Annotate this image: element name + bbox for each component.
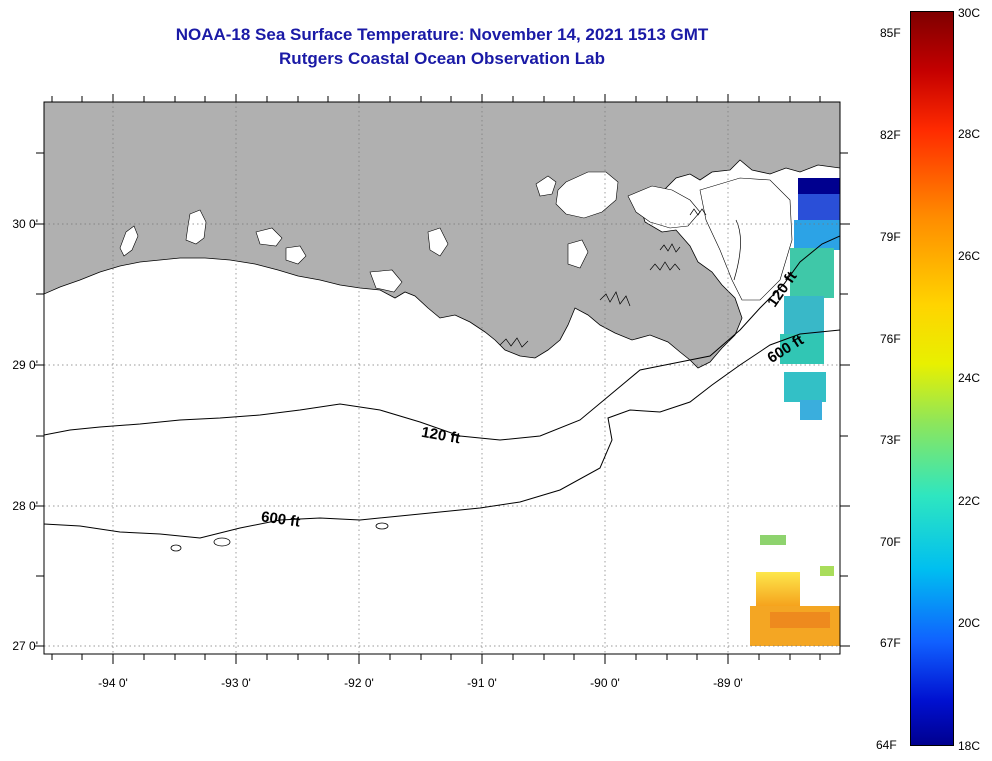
lon-label-89: -89 0' — [713, 676, 743, 690]
sabine-lake — [185, 209, 207, 245]
lake-salvador — [567, 239, 589, 269]
lon-label-91: -91 0' — [467, 676, 497, 690]
colorbar-f-73: 73F — [880, 433, 901, 447]
colorbar-c-28: 28C — [958, 127, 981, 141]
colorbar-f-79: 79F — [880, 230, 901, 244]
calcasieu-lake — [119, 225, 139, 257]
lon-label-93: -93 0' — [221, 676, 251, 690]
lake-pontchartrain — [555, 171, 619, 219]
contour-label-600-west: 600 ft — [260, 508, 301, 530]
vermilion-bay — [369, 269, 403, 293]
colorbar-c-30: 30C — [958, 6, 981, 20]
colorbar-f-85: 85F — [880, 26, 901, 40]
sst-swath-east — [780, 178, 840, 420]
colorbar-f-82: 82F — [880, 128, 901, 142]
contour-600ft — [44, 329, 840, 539]
colorbar-c-22: 22C — [958, 494, 981, 508]
contour-120ft — [44, 235, 840, 441]
map-title: NOAA-18 Sea Surface Temperature: Novembe… — [175, 25, 709, 44]
colorbar-f-76: 76F — [880, 332, 901, 346]
gridlines — [44, 102, 840, 654]
atchafalaya-lakes — [427, 227, 449, 257]
tick-marks — [34, 94, 850, 664]
lon-label-90: -90 0' — [590, 676, 620, 690]
lon-label-92: -92 0' — [344, 676, 374, 690]
lat-label-27: 27 0' — [12, 639, 38, 653]
colorbar-f-67: 67F — [880, 636, 901, 650]
sst-patch-southeast — [750, 535, 840, 646]
grand-lake — [255, 227, 283, 247]
colorbar-f-64: 64F — [876, 738, 897, 752]
map-subtitle: Rutgers Coastal Ocean Observation Lab — [279, 49, 605, 68]
colorbar-f-70: 70F — [880, 535, 901, 549]
colorbar-c-20: 20C — [958, 616, 981, 630]
marsh-coastline — [499, 208, 741, 348]
lake-maurepas — [535, 175, 557, 197]
contour-islands — [170, 522, 389, 552]
colorbar-c-18: 18C — [958, 739, 981, 753]
lat-label-30: 30 0' — [12, 217, 38, 231]
chandeleur-sound — [699, 177, 793, 301]
colorbar-c-26: 26C — [958, 249, 981, 263]
lon-label-94: -94 0' — [98, 676, 128, 690]
sst-colorbar — [910, 11, 954, 746]
lat-label-28: 28 0' — [12, 499, 38, 513]
lat-label-29: 29 0' — [12, 358, 38, 372]
map-frame — [43, 101, 841, 655]
colorbar-c-24: 24C — [958, 371, 981, 385]
lake-borgne — [627, 185, 701, 229]
white-lake — [285, 245, 307, 265]
contour-label-120-west: 120 ft — [420, 424, 462, 448]
